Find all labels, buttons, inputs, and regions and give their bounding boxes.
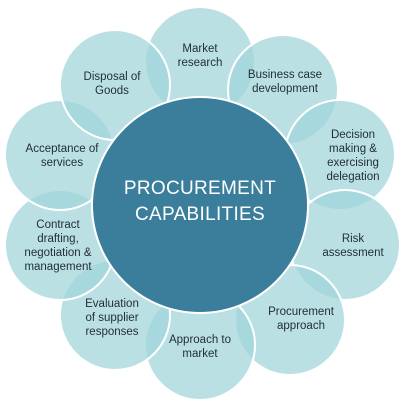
label-disposal-of-goods: Disposal of Goods	[83, 71, 141, 97]
label-contract-management: Contract drafting, negotiation & managem…	[24, 219, 92, 273]
label-business-case-development: Business case development	[247, 69, 323, 95]
label-market-research: Market research	[177, 43, 223, 69]
center-title: PROCUREMENT CAPABILITIES	[123, 178, 277, 225]
label-approach-to-market: Approach to market	[168, 334, 231, 360]
label-evaluation-of-supplier-responses: Evaluation of supplier responses	[85, 298, 139, 338]
label-decision-making: Decision making & exercising delegation	[326, 129, 380, 183]
label-risk-assessment: Risk assessment	[322, 233, 384, 259]
label-acceptance-of-services: Acceptance of services	[25, 143, 99, 169]
label-procurement-approach: Procurement approach	[268, 306, 334, 332]
center-circle	[91, 96, 309, 314]
